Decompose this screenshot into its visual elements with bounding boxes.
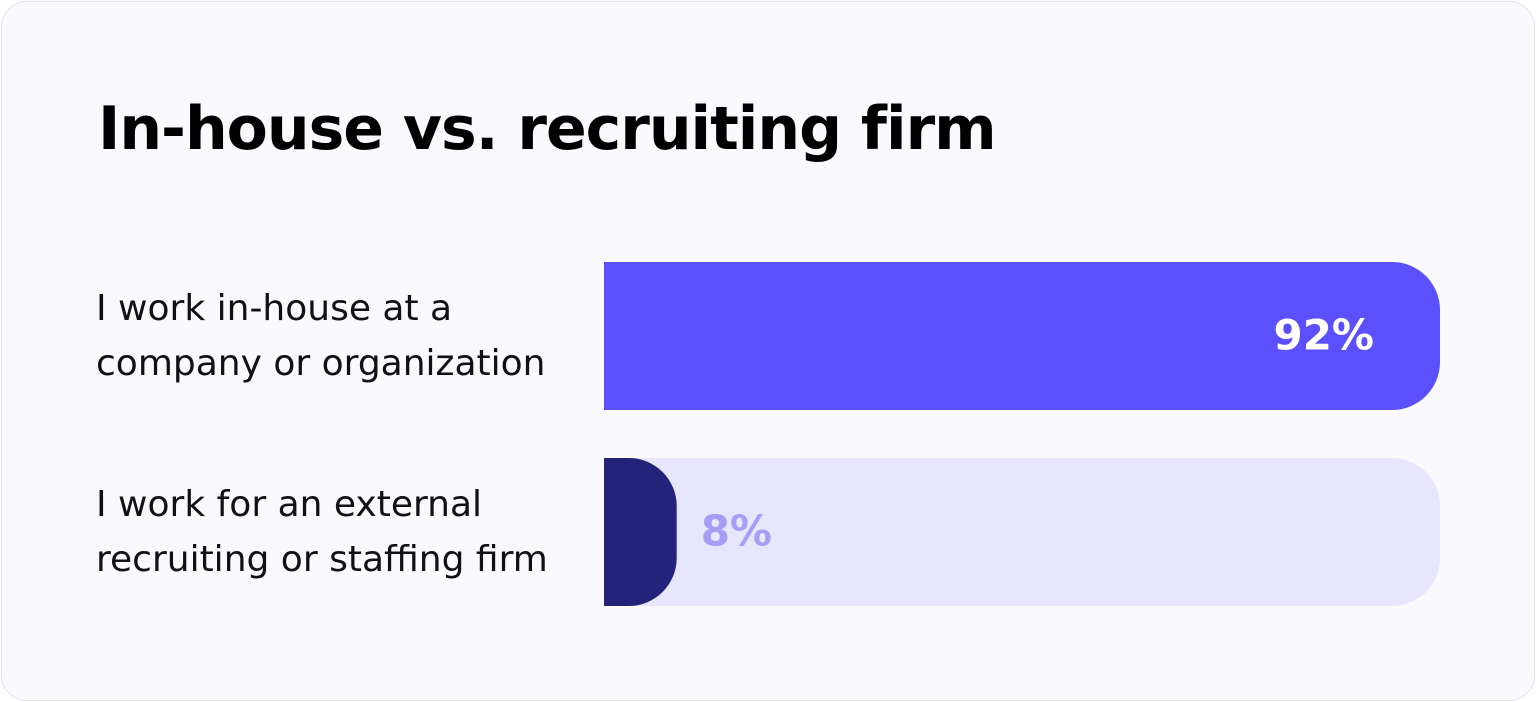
value-label: 92%: [1273, 311, 1374, 360]
category-label: I work in-house at a company or organiza…: [96, 288, 546, 384]
chart-title: In-house vs. recruiting firm: [98, 94, 997, 164]
bar: [604, 458, 677, 606]
category-label: I work for an external recruiting or sta…: [96, 484, 548, 580]
bar: [604, 262, 1440, 410]
bar-track: [604, 458, 1440, 606]
value-label: 8%: [701, 507, 772, 556]
